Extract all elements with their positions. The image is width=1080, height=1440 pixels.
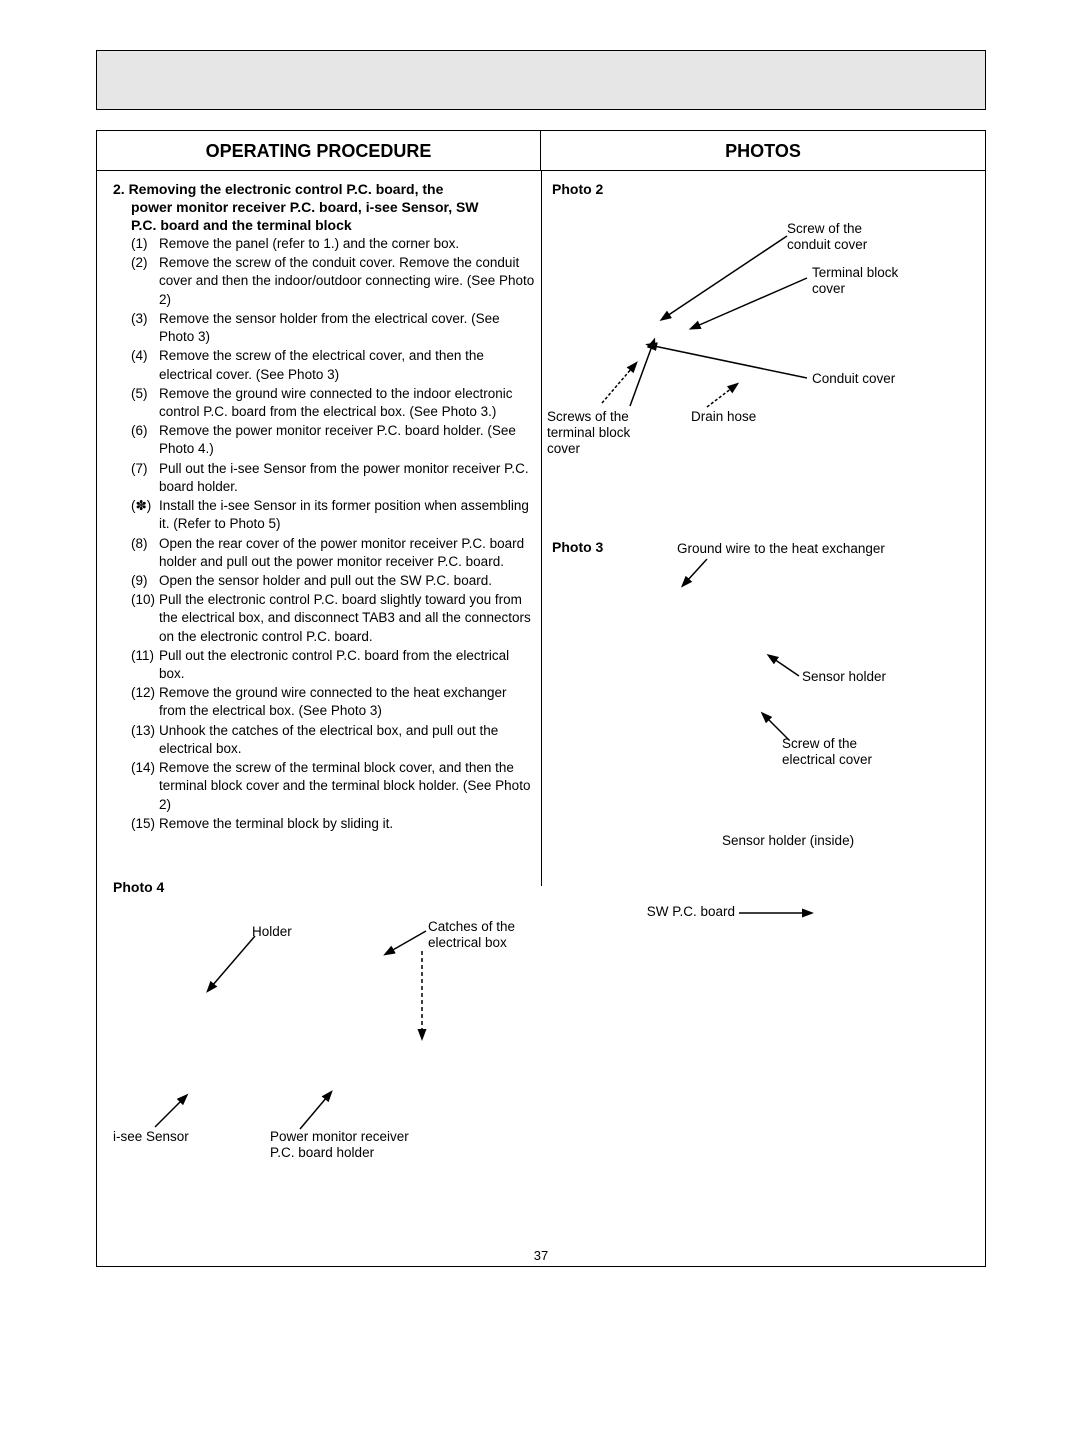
step-item: (8)Open the rear cover of the power moni… bbox=[131, 535, 536, 571]
step-item: (12)Remove the ground wire connected to … bbox=[131, 684, 536, 720]
callout-screw-electrical: Screw of theelectrical cover bbox=[782, 736, 872, 768]
step-item: (✽)Install the i-see Sensor in its forme… bbox=[131, 497, 536, 533]
callout-catches: Catches of theelectrical box bbox=[428, 919, 515, 951]
section-title-line2: power monitor receiver P.C. board, i-see… bbox=[131, 199, 479, 215]
callout-screw-conduit: Screw of theconduit cover bbox=[787, 221, 867, 253]
callout-sw-pc-board: SW P.C. board bbox=[630, 904, 735, 920]
column-header-right: PHOTOS bbox=[541, 131, 985, 171]
step-item: (2)Remove the screw of the conduit cover… bbox=[131, 254, 536, 309]
step-item: (4)Remove the screw of the electrical co… bbox=[131, 347, 536, 383]
step-item: (10)Pull the electronic control P.C. boa… bbox=[131, 591, 536, 646]
arrow-icon bbox=[207, 931, 262, 991]
callout-terminal-block-cover: Terminal blockcover bbox=[812, 265, 898, 297]
step-item: (13)Unhook the catches of the electrical… bbox=[131, 722, 536, 758]
photo4-label: Photo 4 bbox=[113, 879, 164, 895]
step-item: (3)Remove the sensor holder from the ele… bbox=[131, 310, 536, 346]
arrow-icon bbox=[649, 343, 809, 383]
arrow-icon bbox=[687, 276, 812, 331]
arrow-icon bbox=[297, 1094, 332, 1132]
step-item: (11)Pull out the electronic control P.C.… bbox=[131, 647, 536, 683]
section-title-line3: P.C. board and the terminal block bbox=[131, 217, 352, 233]
photo2-label: Photo 2 bbox=[552, 181, 603, 197]
step-item: (9)Open the sensor holder and pull out t… bbox=[131, 572, 536, 590]
vertical-divider bbox=[541, 171, 542, 886]
arrow-icon bbox=[769, 656, 804, 684]
callout-screws-tbc: Screws of theterminal blockcover bbox=[547, 409, 630, 458]
arrow-icon bbox=[152, 1097, 187, 1132]
callout-conduit-cover: Conduit cover bbox=[812, 371, 895, 387]
step-item: (14)Remove the screw of the terminal blo… bbox=[131, 759, 536, 814]
section-title-line1: 2. Removing the electronic control P.C. … bbox=[113, 181, 443, 197]
callout-sensor-holder: Sensor holder bbox=[802, 669, 886, 685]
step-item: (6)Remove the power monitor receiver P.C… bbox=[131, 422, 536, 458]
page-number: 37 bbox=[97, 1248, 985, 1263]
header-banner bbox=[96, 50, 986, 110]
callout-pmr-holder: Power monitor receiverP.C. board holder bbox=[270, 1129, 409, 1161]
main-content-box: OPERATING PROCEDURE PHOTOS 2. Removing t… bbox=[96, 130, 986, 1267]
step-item: (1)Remove the panel (refer to 1.) and th… bbox=[131, 235, 536, 253]
photo3-label: Photo 3 bbox=[552, 539, 603, 555]
arrow-icon bbox=[417, 949, 427, 1039]
step-item: (7)Pull out the i-see Sensor from the po… bbox=[131, 460, 536, 496]
arrow-icon bbox=[697, 385, 737, 410]
callout-drain-hose: Drain hose bbox=[691, 409, 756, 425]
step-item: (15)Remove the terminal block by sliding… bbox=[131, 815, 536, 833]
arrow-icon bbox=[682, 556, 712, 586]
arrow-icon bbox=[764, 715, 794, 745]
arrow-icon bbox=[737, 907, 812, 919]
step-item: (5)Remove the ground wire connected to t… bbox=[131, 385, 536, 421]
steps-list: (1)Remove the panel (refer to 1.) and th… bbox=[131, 235, 536, 834]
callout-ground-wire: Ground wire to the heat exchanger bbox=[677, 541, 885, 557]
callout-sensor-holder-inside: Sensor holder (inside) bbox=[722, 833, 854, 849]
column-header-left: OPERATING PROCEDURE bbox=[97, 131, 541, 171]
arrow-icon bbox=[627, 341, 657, 411]
